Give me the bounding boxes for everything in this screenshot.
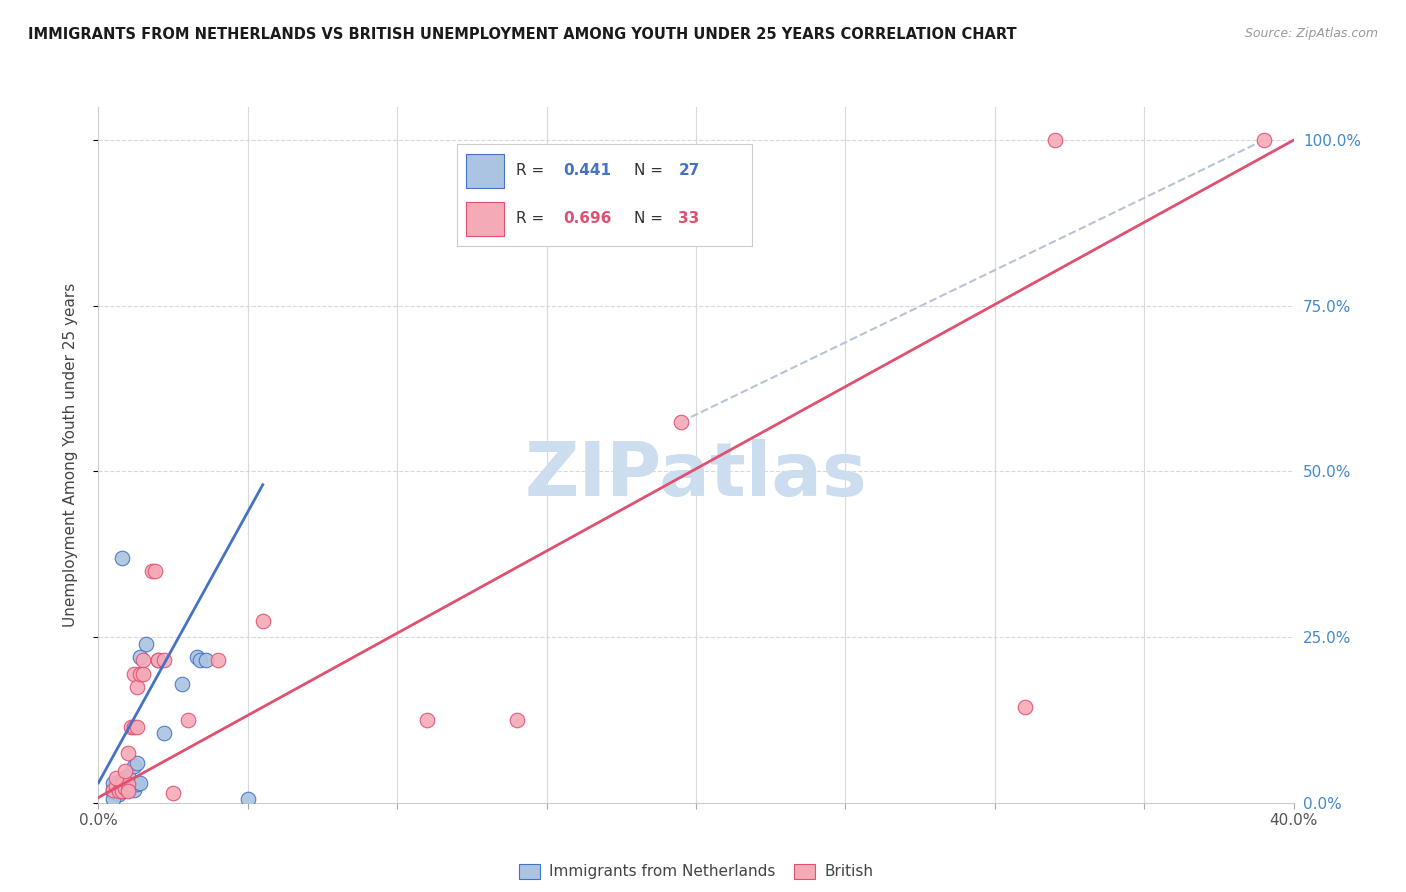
Point: [111, 777, 134, 791]
Point: [186, 650, 208, 665]
Point: [103, 782, 125, 797]
Point: [108, 784, 131, 798]
Point: [148, 653, 170, 667]
Point: [103, 782, 125, 797]
Point: [124, 759, 146, 773]
Point: [669, 415, 692, 429]
Point: [111, 784, 134, 798]
Point: [506, 713, 529, 727]
Point: [114, 764, 136, 778]
Point: [117, 769, 139, 783]
Point: [117, 782, 139, 797]
Point: [108, 779, 131, 793]
Y-axis label: Unemployment Among Youth under 25 years: Unemployment Among Youth under 25 years: [63, 283, 77, 627]
Point: [153, 653, 176, 667]
Point: [1014, 699, 1036, 714]
Point: [117, 784, 139, 798]
Point: [103, 784, 125, 798]
Point: [124, 720, 146, 734]
Point: [135, 637, 157, 651]
Point: [188, 653, 211, 667]
FancyBboxPatch shape: [465, 153, 505, 187]
Point: [129, 650, 152, 665]
Point: [172, 676, 194, 690]
Text: N =: N =: [634, 162, 668, 178]
Text: R =: R =: [516, 162, 550, 178]
Point: [252, 614, 274, 628]
Point: [129, 776, 152, 790]
Text: IMMIGRANTS FROM NETHERLANDS VS BRITISH UNEMPLOYMENT AMONG YOUTH UNDER 25 YEARS C: IMMIGRANTS FROM NETHERLANDS VS BRITISH U…: [28, 27, 1017, 42]
Point: [129, 666, 152, 681]
Point: [124, 666, 146, 681]
Text: R =: R =: [516, 211, 550, 226]
Point: [111, 550, 134, 565]
Point: [132, 653, 155, 667]
Point: [120, 720, 142, 734]
Point: [153, 726, 176, 740]
Point: [105, 786, 128, 800]
Point: [108, 787, 131, 801]
Point: [124, 782, 146, 797]
Point: [236, 792, 259, 806]
FancyBboxPatch shape: [465, 202, 505, 235]
Point: [1253, 133, 1275, 147]
Legend: Immigrants from Netherlands, British: Immigrants from Netherlands, British: [512, 858, 880, 886]
Point: [105, 779, 128, 793]
Point: [162, 786, 184, 800]
Point: [111, 772, 134, 787]
Point: [148, 653, 170, 667]
Text: 33: 33: [678, 211, 700, 226]
Text: 0.441: 0.441: [564, 162, 612, 178]
Text: ZIPatlas: ZIPatlas: [524, 439, 868, 512]
Text: N =: N =: [634, 211, 668, 226]
Point: [105, 771, 128, 785]
Point: [117, 777, 139, 791]
Text: Source: ZipAtlas.com: Source: ZipAtlas.com: [1244, 27, 1378, 40]
Point: [195, 653, 218, 667]
Point: [177, 713, 200, 727]
Text: 0.696: 0.696: [564, 211, 612, 226]
Point: [1043, 133, 1066, 147]
Point: [132, 666, 155, 681]
Point: [127, 756, 149, 770]
Point: [111, 784, 134, 798]
Point: [117, 746, 139, 760]
Text: 27: 27: [678, 162, 700, 178]
Point: [114, 781, 136, 796]
Point: [143, 564, 166, 578]
Point: [103, 792, 125, 806]
Point: [207, 653, 229, 667]
Point: [141, 564, 163, 578]
Point: [127, 680, 149, 694]
Point: [127, 777, 149, 791]
Point: [127, 720, 149, 734]
Point: [416, 713, 439, 727]
Point: [117, 779, 139, 793]
Point: [103, 776, 125, 790]
